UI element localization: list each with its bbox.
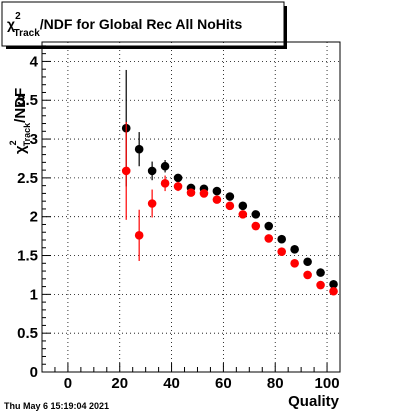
data-point bbox=[290, 258, 299, 268]
data-point bbox=[251, 221, 261, 231]
y-tick-label: 0.5 bbox=[17, 325, 38, 342]
data-point bbox=[212, 186, 222, 196]
title-sup: 2 bbox=[15, 11, 21, 22]
data-point bbox=[264, 221, 274, 231]
x-tick-label: 20 bbox=[111, 375, 128, 392]
ylabel-chi: χ bbox=[12, 145, 29, 154]
title-chi: χ bbox=[7, 16, 15, 32]
data-point bbox=[303, 257, 312, 267]
y-tick-label: 3.5 bbox=[17, 92, 38, 109]
data-point bbox=[329, 286, 338, 296]
ylabel-sup: 2 bbox=[8, 140, 18, 145]
data-point bbox=[160, 161, 170, 171]
x-axis-title: Quality bbox=[288, 393, 340, 410]
data-point bbox=[160, 179, 170, 188]
data-point bbox=[173, 182, 183, 191]
y-tick-label: 4 bbox=[30, 53, 39, 70]
y-axis-title: χ2 Track/NDF bbox=[8, 88, 32, 154]
data-point bbox=[238, 210, 248, 219]
data-point bbox=[173, 173, 183, 183]
y-tick-label: 2.5 bbox=[17, 170, 38, 187]
data-point bbox=[251, 210, 261, 219]
y-tick-labels: 0 0.5 1 1.5 2 2.5 3 3.5 4 bbox=[17, 53, 39, 381]
data-point bbox=[199, 189, 209, 198]
data-point bbox=[225, 192, 235, 201]
x-tick-label: 100 bbox=[315, 375, 340, 392]
x-tick-label: 0 bbox=[64, 375, 72, 392]
data-point bbox=[225, 201, 235, 211]
data-point bbox=[277, 234, 286, 244]
title-sub: Track bbox=[14, 28, 41, 39]
title-box-shadow-bottom bbox=[6, 46, 287, 49]
x-tick-labels: 0 20 40 60 80 100 bbox=[64, 375, 340, 392]
data-point bbox=[316, 268, 325, 277]
title-box-frame bbox=[1, 1, 285, 47]
data-point bbox=[264, 234, 274, 243]
y-tick-label: 2 bbox=[30, 209, 38, 226]
y-tick-label: 1 bbox=[30, 286, 38, 303]
data-point bbox=[121, 166, 131, 176]
y-tick-label: 0 bbox=[30, 364, 38, 381]
x-tick-label: 80 bbox=[267, 375, 284, 392]
axis-ticks bbox=[41, 45, 341, 373]
title-box: χ2 Track/NDF for Global Rec All NoHits bbox=[1, 1, 287, 49]
title-suffix: /NDF for Global Rec All NoHits bbox=[40, 16, 243, 32]
series-1 bbox=[121, 121, 338, 296]
data-point bbox=[212, 195, 222, 204]
plot-frame bbox=[41, 41, 341, 373]
data-point bbox=[134, 231, 144, 240]
y-tick-label: 3 bbox=[30, 131, 38, 148]
title-box-shadow-right bbox=[284, 6, 287, 49]
data-point bbox=[316, 280, 325, 290]
ylabel-suffix: /NDF bbox=[12, 88, 29, 123]
grid-lines bbox=[42, 42, 340, 373]
data-series bbox=[121, 69, 338, 296]
chart-title: χ2 Track/NDF for Global Rec All NoHits bbox=[7, 11, 242, 39]
ylabel-sub: Track bbox=[22, 122, 32, 147]
data-point bbox=[147, 166, 157, 176]
x-tick-label: 60 bbox=[215, 375, 232, 392]
timestamp: Thu May 6 15:19:04 2021 bbox=[4, 401, 109, 411]
data-point bbox=[238, 201, 248, 211]
y-tick-label: 1.5 bbox=[17, 248, 38, 265]
x-tick-label: 40 bbox=[163, 375, 180, 392]
data-point bbox=[277, 247, 286, 256]
data-point bbox=[186, 188, 196, 197]
data-point bbox=[147, 199, 157, 208]
data-point bbox=[303, 270, 312, 280]
data-point bbox=[290, 245, 299, 254]
data-point bbox=[329, 279, 338, 289]
data-point bbox=[134, 144, 144, 154]
